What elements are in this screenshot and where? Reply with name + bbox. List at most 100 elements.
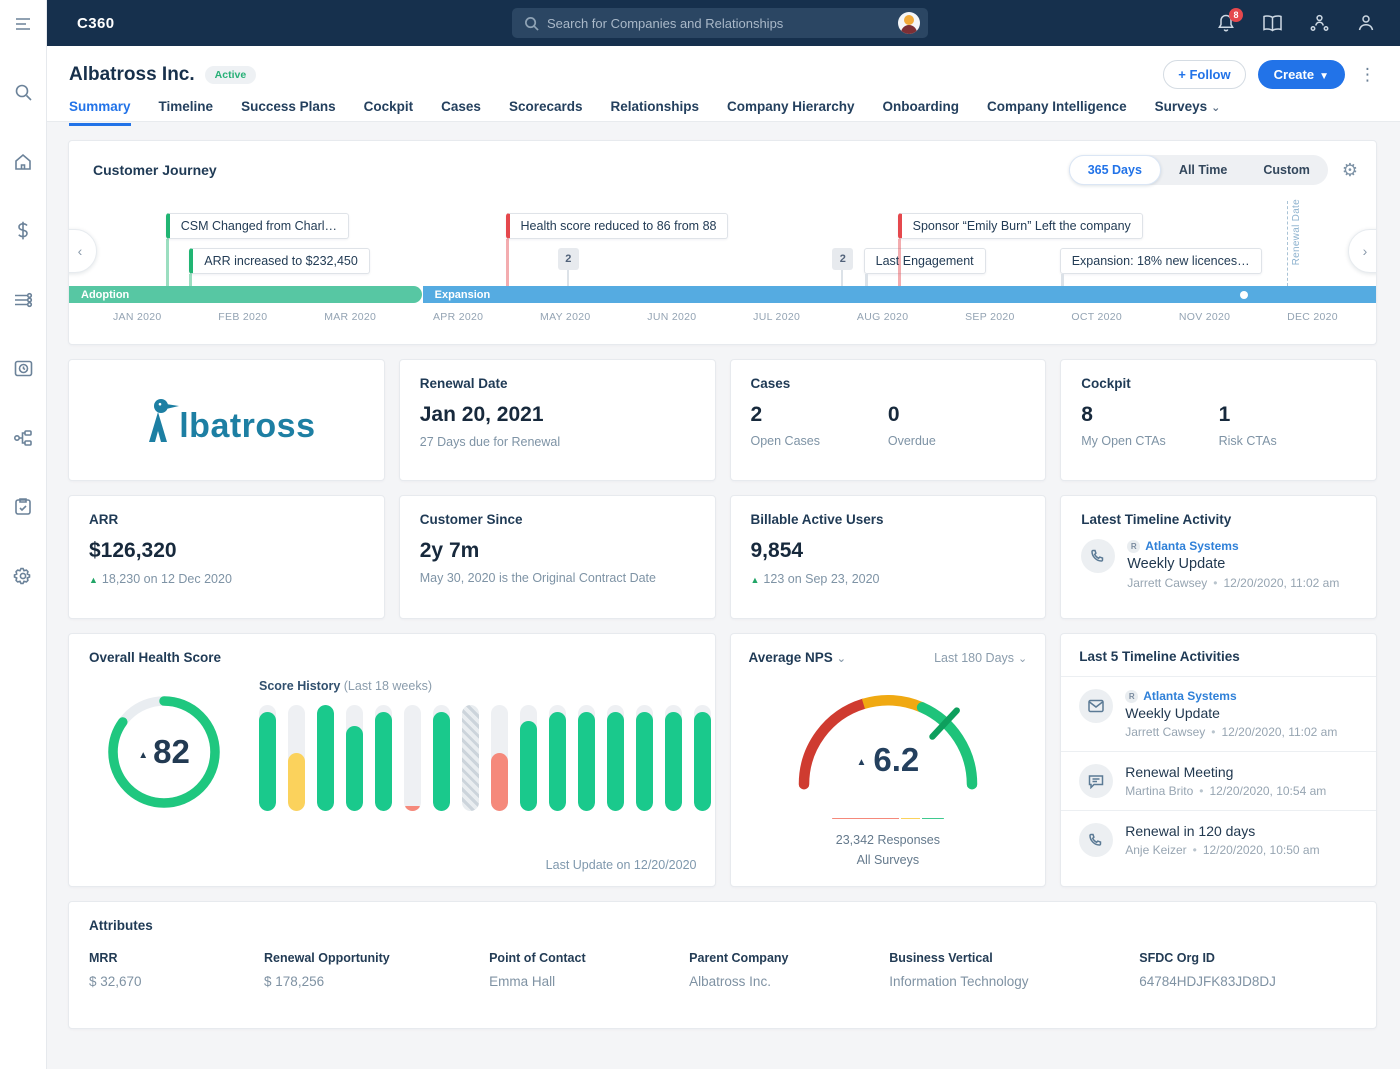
range-option-all-time[interactable]: All Time <box>1161 156 1245 184</box>
tab-scorecards[interactable]: Scorecards <box>509 99 583 126</box>
journey-event-count-badge[interactable]: 2 <box>558 248 579 270</box>
search-avatar[interactable] <box>898 12 920 34</box>
trend-up-icon: ▲ <box>751 575 760 585</box>
hamburger-menu-icon[interactable] <box>0 0 47 47</box>
month-tick: JUN 2020 <box>647 311 696 323</box>
attribute-value: $ 32,670 <box>89 974 264 989</box>
surveys-icon[interactable] <box>0 483 47 530</box>
journey-event-expansion[interactable]: Expansion: 18% new licences… <box>1060 248 1262 274</box>
activity-title[interactable]: Renewal in 120 days <box>1125 823 1319 839</box>
month-tick: JAN 2020 <box>113 311 162 323</box>
activity-meta: Martina Brito•12/20/2020, 10:54 am <box>1125 784 1326 798</box>
score-history-bar <box>665 705 682 811</box>
activity-company-link[interactable]: RAtlanta Systems <box>1127 539 1339 553</box>
card-title: Cases <box>751 376 1026 391</box>
overall-health-score-card: Overall Health Score ▲82 Score History (… <box>68 633 716 887</box>
tab-summary[interactable]: Summary <box>69 99 131 126</box>
attribute-point-of-contact: Point of ContactEmma Hall <box>489 951 689 989</box>
journey-event-csm-change[interactable]: CSM Changed from Charl… <box>166 213 349 239</box>
timeline-activity-item[interactable]: Renewal Meeting Martina Brito•12/20/2020,… <box>1061 752 1376 811</box>
month-tick: AUG 2020 <box>857 311 908 323</box>
arr-delta: ▲18,230 on 12 Dec 2020 <box>89 572 364 586</box>
activity-company-link[interactable]: RAtlanta Systems <box>1125 689 1337 703</box>
score-history-bar <box>636 705 653 811</box>
journey-event-health-drop[interactable]: Health score reduced to 86 from 88 <box>506 213 729 239</box>
tab-surveys[interactable]: Surveys⌄ <box>1155 99 1221 126</box>
tab-success-plans[interactable]: Success Plans <box>241 99 336 126</box>
cockpit-card: Cockpit 8My Open CTAs 1Risk CTAs <box>1060 359 1377 481</box>
journey-settings-gear-icon[interactable]: ⚙ <box>1342 161 1358 179</box>
nps-range-selector[interactable]: Last 180 Days⌄ <box>934 651 1027 665</box>
knowledge-book-icon[interactable] <box>1262 14 1283 33</box>
revenue-icon[interactable] <box>0 207 47 254</box>
journey-event-last-engagement[interactable]: Last Engagement <box>864 248 986 274</box>
billable-users-delta: ▲123 on Sep 23, 2020 <box>751 572 1026 586</box>
attribute-mrr: MRR $ 32,670 <box>89 951 264 989</box>
tab-company-intelligence[interactable]: Company Intelligence <box>987 99 1127 126</box>
journey-event-arr-increase[interactable]: ARR increased to $232,450 <box>189 248 370 274</box>
risk-ctas-value: 1 <box>1219 403 1356 427</box>
health-score-donut: ▲82 <box>105 693 223 811</box>
create-button[interactable]: Create▼ <box>1258 60 1345 89</box>
journey-event-count-badge[interactable]: 2 <box>832 248 853 270</box>
chevron-down-icon: ⌄ <box>1018 653 1027 665</box>
more-options-kebab-icon[interactable]: ⋮ <box>1357 65 1378 85</box>
phase-adoption[interactable]: Adoption <box>69 286 422 303</box>
range-option-custom[interactable]: Custom <box>1245 156 1328 184</box>
nps-distribution-segment <box>922 818 944 819</box>
home-icon[interactable] <box>0 138 47 185</box>
search-icon[interactable] <box>0 69 47 116</box>
activity-meta: Anje Keizer•12/20/2020, 10:50 am <box>1125 843 1319 857</box>
tab-timeline[interactable]: Timeline <box>159 99 214 126</box>
score-history-bar <box>694 705 711 811</box>
app-title: C360 <box>77 15 114 32</box>
phase-expansion[interactable]: Expansion <box>423 286 1376 303</box>
activity-title[interactable]: Weekly Update <box>1125 705 1337 721</box>
month-tick: OCT 2020 <box>1071 311 1122 323</box>
card-title: Cockpit <box>1081 376 1356 391</box>
user-profile-icon[interactable] <box>1356 13 1376 33</box>
month-tick: SEP 2020 <box>965 311 1015 323</box>
settings-gear-icon[interactable] <box>0 552 47 599</box>
timeline-icon[interactable] <box>0 345 47 392</box>
attribute-label: MRR <box>89 951 264 965</box>
score-history-bar <box>404 705 421 811</box>
trend-up-icon: ▲ <box>856 757 866 768</box>
follow-button[interactable]: + Follow <box>1163 60 1245 89</box>
activity-meta: Jarrett Cawsey•12/20/2020, 11:02 am <box>1127 576 1339 590</box>
month-tick: APR 2020 <box>433 311 483 323</box>
tab-cockpit[interactable]: Cockpit <box>364 99 414 126</box>
timeline-activity-item[interactable]: RAtlanta SystemsWeekly UpdateJarrett Caw… <box>1061 677 1376 752</box>
renewal-date-card: Renewal Date Jan 20, 2021 27 Days due fo… <box>399 359 716 481</box>
notifications-bell-icon[interactable]: 8 <box>1216 13 1236 33</box>
activities-list: RAtlanta SystemsWeekly UpdateJarrett Caw… <box>1061 677 1376 869</box>
search-input[interactable] <box>547 16 898 31</box>
tab-onboarding[interactable]: Onboarding <box>883 99 960 126</box>
score-history-bar <box>607 705 624 811</box>
notification-count-badge: 8 <box>1229 8 1243 22</box>
tab-relationships[interactable]: Relationships <box>610 99 699 126</box>
attribute-label: Renewal Opportunity <box>264 951 489 965</box>
score-history-label: Score History (Last 18 weeks) <box>259 679 711 693</box>
org-network-icon[interactable] <box>1309 13 1330 33</box>
range-option-365-days[interactable]: 365 Days <box>1069 155 1161 185</box>
nps-title[interactable]: Average NPS⌄ <box>749 650 847 665</box>
top-app-bar: C360 8 <box>47 0 1400 46</box>
tab-cases[interactable]: Cases <box>441 99 481 126</box>
journey-event-sponsor-left[interactable]: Sponsor “Emily Burn” Left the company <box>898 213 1143 239</box>
success-plan-icon[interactable] <box>0 276 47 323</box>
activity-title[interactable]: Weekly Update <box>1127 556 1339 572</box>
activity-title[interactable]: Renewal Meeting <box>1125 764 1326 780</box>
time-range-toggle: 365 DaysAll TimeCustom <box>1069 155 1328 185</box>
nps-footnote: 23,342 Responses All Surveys <box>749 831 1028 870</box>
attribute-value: $ 178,256 <box>264 974 489 989</box>
global-search[interactable] <box>512 8 928 38</box>
chevron-down-icon: ⌄ <box>1211 102 1220 114</box>
timeline-activity-item[interactable]: Renewal in 120 days Anje Keizer•12/20/202… <box>1061 811 1376 869</box>
tab-company-hierarchy[interactable]: Company Hierarchy <box>727 99 855 126</box>
billable-users-card: Billable Active Users 9,854 ▲123 on Sep … <box>730 495 1047 619</box>
hierarchy-icon[interactable] <box>0 414 47 461</box>
cases-card: Cases 2Open Cases 0Overdue <box>730 359 1047 481</box>
score-history-bar <box>288 705 305 811</box>
nps-distribution-bar <box>832 818 944 819</box>
